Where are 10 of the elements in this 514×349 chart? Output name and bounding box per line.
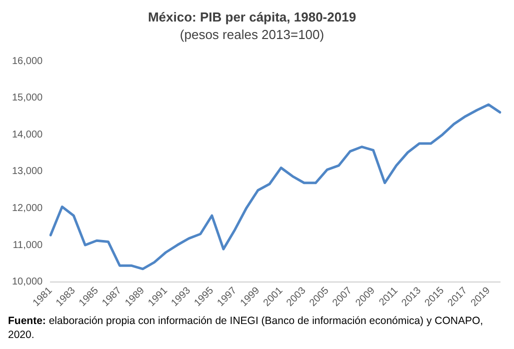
y-tick-label: 12,000	[12, 203, 44, 214]
chart-subtitle: (pesos reales 2013=100)	[180, 26, 324, 42]
chart-title: México: PIB per cápita, 1980-2019	[148, 9, 356, 24]
text: Fuente: elaboración propia con información de INEGI (Banco de información económica) y CONAPO, 2020.	[8, 315, 484, 341]
y-tick-label: 13,000	[12, 166, 44, 178]
y-tick-label: 14,000	[12, 129, 44, 140]
y-tick-label: 11,000	[12, 240, 44, 251]
y-tick-label: 15,000	[12, 92, 44, 104]
y-tick-label: 16,000	[12, 56, 44, 67]
y-tick-label: 10,000	[12, 276, 44, 288]
